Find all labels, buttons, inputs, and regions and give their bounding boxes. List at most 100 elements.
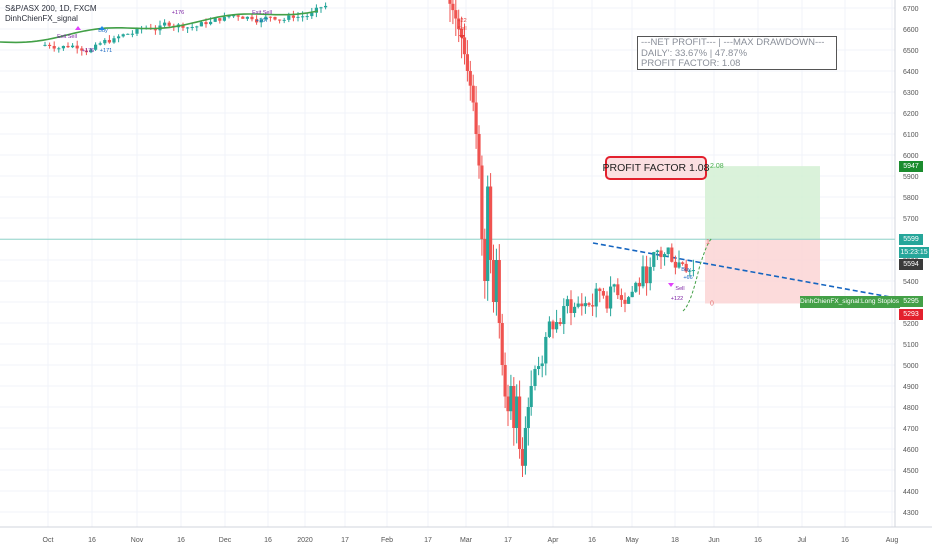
candle — [518, 396, 522, 449]
candle — [477, 134, 481, 166]
candle — [48, 44, 52, 47]
candle — [537, 366, 541, 370]
candle — [684, 263, 688, 272]
candle — [273, 16, 277, 20]
candle — [66, 45, 70, 48]
candle — [305, 16, 309, 18]
candle — [641, 266, 645, 287]
time-tick-label: 16 — [754, 537, 762, 544]
sell-arrow-icon — [459, 35, 465, 39]
time-tick-label: Nov — [131, 537, 144, 544]
candle — [130, 33, 134, 35]
candle — [204, 22, 208, 25]
candle — [688, 270, 692, 272]
price-tick-label: 4900 — [903, 384, 919, 391]
stats-values: DAILY': 33.67% | 47.87% — [641, 47, 748, 59]
price-tick-label: 6300 — [903, 90, 919, 97]
candle — [480, 165, 484, 239]
candle — [529, 386, 533, 407]
price-tick-label: 6100 — [903, 132, 919, 139]
candle — [637, 282, 641, 287]
signal-label: +176 — [82, 48, 94, 54]
candle — [627, 297, 631, 304]
candle — [163, 22, 167, 26]
price-tick-label: 4500 — [903, 468, 919, 475]
time-tick-label: Oct — [43, 537, 54, 544]
time-tick-label: 16 — [88, 537, 96, 544]
candle — [264, 16, 268, 20]
symbol-title[interactable]: S&P/ASX 200, 1D, FXCM — [5, 4, 97, 13]
candle — [112, 38, 116, 43]
candle — [491, 260, 496, 302]
price-tick-label: 6000 — [903, 153, 919, 160]
stats-header: ---NET PROFIT--- | ---MAX DRAWDOWN--- — [641, 37, 825, 48]
candle — [98, 43, 102, 45]
candle — [612, 284, 616, 287]
candle — [460, 29, 464, 38]
candle — [497, 260, 501, 323]
candle — [623, 299, 627, 304]
target-zone — [705, 166, 820, 240]
signal-label: +66 — [683, 275, 692, 281]
candle — [218, 18, 222, 21]
candle — [569, 299, 573, 313]
candle — [648, 266, 652, 284]
candle — [474, 102, 478, 134]
signal-label: Buy — [98, 28, 108, 34]
stop-price-tag: 5293 — [899, 309, 923, 320]
candle — [562, 306, 566, 325]
candle — [555, 322, 559, 330]
signal-label: Exit Sell — [252, 10, 272, 16]
candle — [523, 428, 527, 466]
time-tick-label: Dec — [219, 537, 232, 544]
candle — [565, 299, 569, 307]
candle — [186, 27, 190, 29]
candle — [670, 247, 674, 262]
candle — [245, 16, 249, 19]
candle — [659, 250, 663, 258]
candle — [227, 16, 231, 18]
trend-line — [592, 242, 891, 298]
candle — [457, 18, 461, 29]
candle — [52, 46, 56, 49]
mid-ratio-label: 1 — [706, 239, 710, 246]
candle — [601, 291, 605, 296]
signal-label: +171 — [100, 48, 112, 54]
countdown-tag: 15:23:15 — [899, 247, 929, 258]
candle — [494, 260, 498, 302]
candle — [232, 15, 236, 17]
price-tick-label: 4400 — [903, 489, 919, 496]
candle — [547, 321, 551, 337]
candle — [677, 262, 681, 268]
candle — [489, 186, 493, 260]
time-tick-label: Apr — [548, 537, 560, 544]
time-tick-label: 16 — [588, 537, 596, 544]
time-tick-label: 16 — [841, 537, 849, 544]
target-price-tag: 5947 — [899, 161, 923, 172]
candle — [167, 22, 171, 26]
candle — [291, 15, 295, 18]
profit-factor-badge[interactable]: PROFIT FACTOR 1.08 — [603, 156, 710, 180]
candle — [43, 44, 47, 46]
candle — [673, 261, 677, 268]
time-tick-label: 17 — [424, 537, 432, 544]
candle — [634, 282, 638, 292]
indicator-label[interactable]: DinhChienFX_signal — [5, 14, 78, 23]
candle — [236, 15, 240, 17]
signal-label: +167 — [256, 18, 268, 24]
candle — [512, 386, 516, 428]
target-ratio-label: 2.08 — [710, 163, 724, 170]
candle — [533, 369, 537, 386]
candle — [282, 19, 286, 21]
candle — [663, 254, 667, 258]
candle — [526, 407, 530, 428]
candle — [583, 303, 587, 307]
candle — [691, 270, 695, 272]
candle — [61, 45, 65, 49]
candle — [222, 17, 226, 21]
price-tick-label: 6500 — [903, 48, 919, 55]
signal-arrow-icon — [75, 26, 81, 30]
candle — [591, 305, 595, 307]
